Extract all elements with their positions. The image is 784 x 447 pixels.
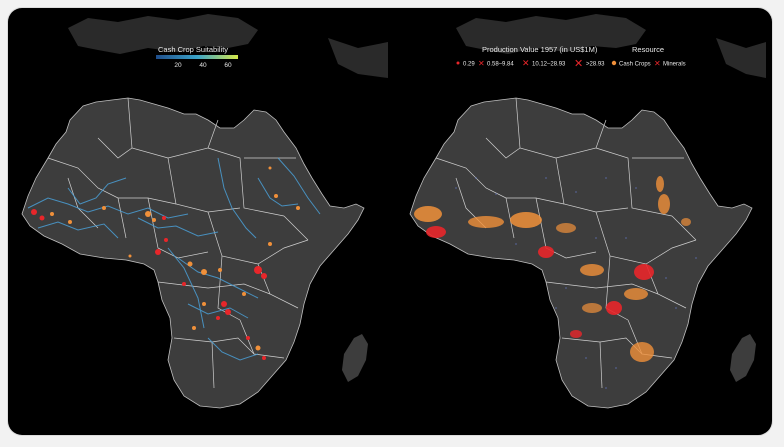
bin-marker-2: ✕ <box>478 59 485 68</box>
minerals-marker: ✕ <box>654 59 661 68</box>
production-clusters-right <box>414 176 691 362</box>
suitability-tick-40: 40 <box>199 62 207 69</box>
bin-label-1: 0.29 <box>463 62 475 68</box>
left-map: Cash Crop Suitability 20 40 60 <box>21 14 388 409</box>
madagascar-right <box>730 334 756 382</box>
resource-legend: Resource Cash Crops ✕ Minerals <box>611 45 686 68</box>
bin-marker-1 <box>456 61 460 65</box>
suitability-color-ramp <box>156 55 238 59</box>
suitability-tick-60: 60 <box>224 62 232 69</box>
production-legend: Production Value 1957 (in US$1M) 0.29 ✕ … <box>456 45 605 70</box>
bin-label-4: >28.93 <box>586 62 605 68</box>
suitability-lines-left <box>27 157 321 361</box>
bin-marker-3: ✕ <box>522 58 530 68</box>
bin-label-3: 10.12–28.93 <box>532 62 566 68</box>
africa-landmass-left <box>21 97 365 409</box>
map-figure-panel: Cash Crop Suitability 20 40 60 <box>8 8 772 435</box>
cash-crops-label: Cash Crops <box>619 62 651 68</box>
africa-landmass-right <box>409 97 753 409</box>
bin-label-2: 0.58–9.84 <box>487 62 514 68</box>
resource-legend-title: Resource <box>632 45 664 54</box>
production-dots-right <box>455 177 697 389</box>
madagascar-left <box>342 334 368 382</box>
suitability-tick-20: 20 <box>174 62 182 69</box>
map-canvas: Cash Crop Suitability 20 40 60 <box>21 14 766 409</box>
production-legend-title: Production Value 1957 (in US$1M) <box>482 45 598 54</box>
minerals-label: Minerals <box>663 62 686 68</box>
suitability-points-left <box>31 166 300 360</box>
suitability-legend-title: Cash Crop Suitability <box>158 45 228 54</box>
suitability-legend: Cash Crop Suitability 20 40 60 <box>156 45 238 69</box>
middle-east-landmass <box>328 38 388 78</box>
middle-east-landmass-right <box>716 38 766 78</box>
right-map: Production Value 1957 (in US$1M) 0.29 ✕ … <box>409 14 766 409</box>
bin-marker-4: ✕ <box>574 58 583 70</box>
cash-crops-marker <box>611 60 617 66</box>
